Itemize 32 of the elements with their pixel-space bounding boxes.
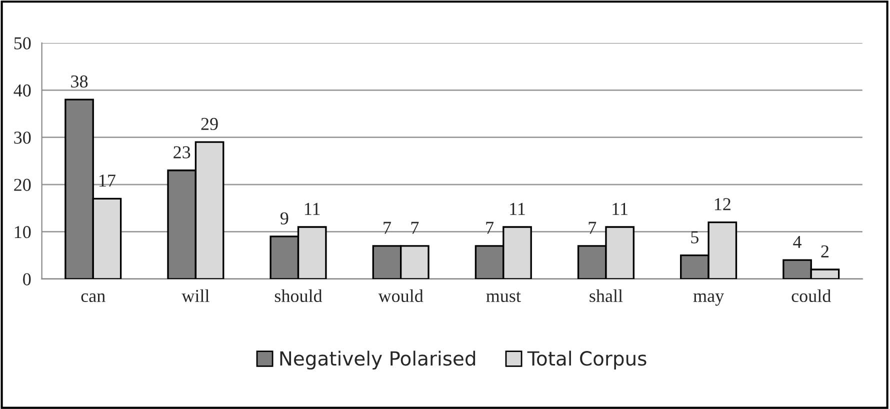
data-label: 11 <box>510 202 525 215</box>
data-label: 4 <box>793 236 802 248</box>
data-label: 2 <box>821 245 828 258</box>
legend-label: Negatively Polarised <box>280 350 476 370</box>
x-tick-label: may <box>693 293 724 306</box>
y-tick-label: 30 <box>14 132 31 144</box>
y-tick-label: 40 <box>14 84 31 97</box>
y-tick-label: 0 <box>23 273 31 286</box>
x-tick-label: shall <box>590 289 623 302</box>
data-label: 7 <box>486 222 494 234</box>
data-label: 7 <box>588 222 596 234</box>
data-label: 5 <box>691 231 699 244</box>
data-label: 17 <box>100 174 116 187</box>
y-tick-label: 10 <box>14 226 31 238</box>
data-label: 7 <box>411 222 419 234</box>
x-tick-label: can <box>81 293 106 302</box>
data-label: 38 <box>71 75 88 88</box>
data-label: 11 <box>305 202 320 215</box>
x-tick-label: would <box>378 289 424 302</box>
x-tick-label: could <box>792 289 831 302</box>
y-tick-label: 20 <box>14 178 31 191</box>
legend-label: Total Corpus <box>527 350 646 370</box>
data-label: 29 <box>201 118 218 130</box>
data-label: 23 <box>174 146 190 158</box>
data-label: 9 <box>280 212 288 224</box>
data-label: 7 <box>384 222 391 234</box>
x-tick-label: should <box>274 289 322 302</box>
x-tick-label: will <box>182 289 210 302</box>
data-label: 11 <box>612 202 628 215</box>
x-tick-label: must <box>486 292 521 302</box>
y-tick-label: 50 <box>14 37 31 50</box>
data-label: 12 <box>714 198 730 210</box>
